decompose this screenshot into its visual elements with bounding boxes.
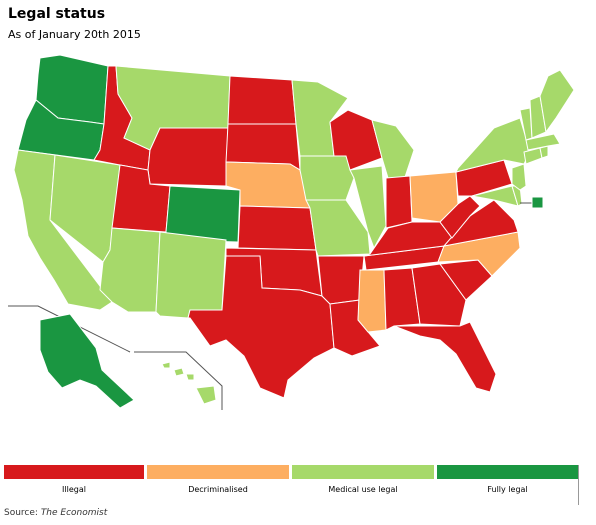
state-FL[interactable] — [393, 321, 497, 393]
states-layer — [8, 54, 575, 410]
state-MS[interactable] — [357, 269, 387, 333]
legend-swatch-medical — [292, 465, 434, 479]
inset-frame-alaska — [8, 305, 131, 353]
source-name: The Economist — [40, 508, 108, 518]
state-HI[interactable] — [195, 385, 217, 405]
state-TX[interactable] — [187, 255, 335, 399]
state-WV[interactable] — [439, 195, 481, 239]
legend-item-illegal: Illegal — [4, 465, 144, 505]
legend-label-medical: Medical use legal — [328, 485, 398, 494]
state-DC[interactable] — [531, 196, 544, 209]
state-WI[interactable] — [329, 109, 383, 171]
state-ME[interactable] — [539, 69, 575, 134]
state-WY[interactable] — [147, 127, 229, 187]
hawaii-islet-2[interactable] — [173, 367, 185, 377]
hawaii-islet-3[interactable] — [185, 373, 195, 381]
state-NM[interactable] — [155, 231, 227, 319]
state-NJ[interactable] — [511, 163, 527, 191]
legend-swatch-illegal — [4, 465, 144, 479]
legend-item-decriminalised: Decriminalised — [147, 465, 289, 505]
state-AK[interactable] — [39, 313, 135, 409]
legend-label-fully-legal: Fully legal — [487, 485, 528, 494]
state-KS[interactable] — [237, 205, 317, 251]
state-MA[interactable] — [525, 133, 561, 151]
legend-swatch-decriminalised — [147, 465, 289, 479]
state-ND[interactable] — [227, 75, 297, 125]
source-prefix: Source: — [4, 508, 41, 518]
state-GA[interactable] — [411, 263, 467, 327]
map-subtitle: As of January 20th 2015 — [8, 28, 141, 41]
source-credit: Source: The Economist — [4, 508, 107, 518]
legend-label-illegal: Illegal — [62, 485, 86, 494]
us-map — [8, 54, 575, 410]
state-AR[interactable] — [317, 255, 365, 305]
map-legend: Illegal Decriminalised Medical use legal… — [4, 465, 579, 505]
inset-frame-hawaii — [134, 351, 223, 410]
state-IN[interactable] — [385, 175, 413, 229]
state-IA[interactable] — [299, 155, 355, 201]
legend-item-medical: Medical use legal — [292, 465, 434, 505]
legend-label-decriminalised: Decriminalised — [188, 485, 248, 494]
state-MO[interactable] — [305, 199, 371, 257]
map-title: Legal status — [8, 6, 106, 22]
legend-swatch-fully-legal — [437, 465, 578, 479]
state-AL[interactable] — [383, 267, 421, 331]
legend-item-fully-legal: Fully legal — [437, 465, 578, 505]
hawaii-islet-1[interactable] — [161, 361, 171, 369]
